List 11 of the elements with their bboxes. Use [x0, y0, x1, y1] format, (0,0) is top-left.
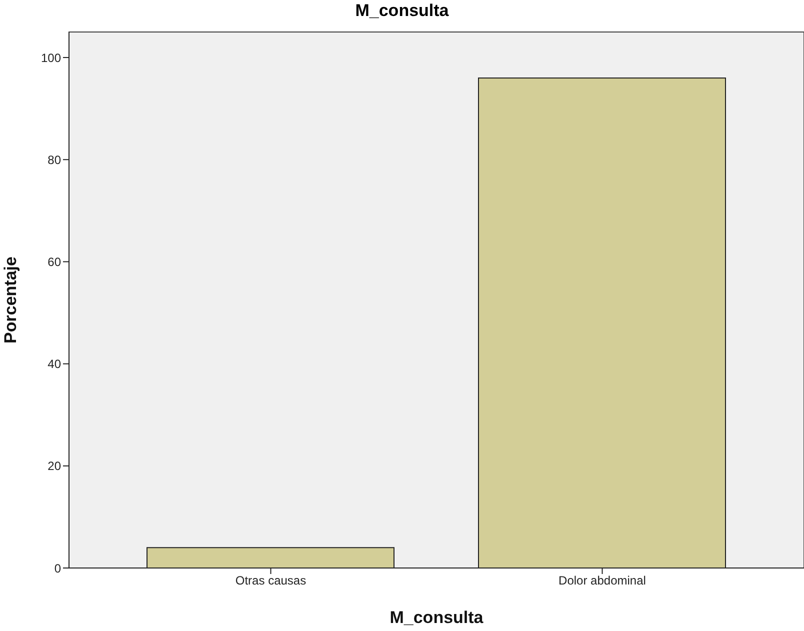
y-tick-label: 0 — [54, 561, 62, 576]
y-tick-label: 20 — [48, 459, 62, 474]
x-axis-title: M_consulta — [390, 608, 484, 627]
y-tick-label: 80 — [48, 152, 62, 167]
y-tick-label: 100 — [40, 50, 62, 65]
chart-title: M_consulta — [354, 0, 450, 22]
x-tick-label: Otras causas — [235, 574, 306, 588]
y-tick-label: 40 — [48, 357, 62, 372]
y-tick-label: 60 — [48, 254, 62, 269]
y-axis-title: Porcentaje — [1, 256, 20, 344]
x-tick-label: Dolor abdominal — [558, 574, 646, 588]
